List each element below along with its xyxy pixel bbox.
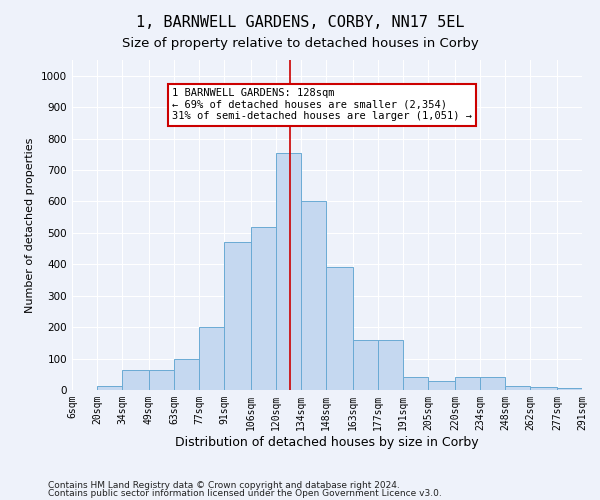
Bar bbox=[378, 340, 403, 390]
Bar bbox=[455, 377, 480, 390]
Bar bbox=[199, 327, 224, 390]
Bar bbox=[224, 242, 251, 390]
Bar bbox=[505, 386, 530, 390]
Bar bbox=[276, 152, 301, 390]
Bar bbox=[530, 388, 557, 390]
Bar bbox=[403, 378, 428, 390]
Bar bbox=[326, 268, 353, 390]
Text: 1, BARNWELL GARDENS, CORBY, NN17 5EL: 1, BARNWELL GARDENS, CORBY, NN17 5EL bbox=[136, 15, 464, 30]
Bar bbox=[428, 381, 455, 390]
Text: 1 BARNWELL GARDENS: 128sqm
← 69% of detached houses are smaller (2,354)
31% of s: 1 BARNWELL GARDENS: 128sqm ← 69% of deta… bbox=[172, 88, 472, 122]
Bar bbox=[251, 226, 276, 390]
Bar bbox=[174, 358, 199, 390]
Bar bbox=[122, 370, 149, 390]
Bar bbox=[480, 377, 505, 390]
Bar bbox=[97, 386, 122, 390]
Bar bbox=[301, 202, 326, 390]
Bar bbox=[149, 370, 174, 390]
Bar bbox=[353, 340, 378, 390]
Text: Contains public sector information licensed under the Open Government Licence v3: Contains public sector information licen… bbox=[48, 489, 442, 498]
X-axis label: Distribution of detached houses by size in Corby: Distribution of detached houses by size … bbox=[175, 436, 479, 448]
Bar bbox=[557, 388, 582, 390]
Text: Size of property relative to detached houses in Corby: Size of property relative to detached ho… bbox=[122, 38, 478, 51]
Y-axis label: Number of detached properties: Number of detached properties bbox=[25, 138, 35, 312]
Text: Contains HM Land Registry data © Crown copyright and database right 2024.: Contains HM Land Registry data © Crown c… bbox=[48, 480, 400, 490]
